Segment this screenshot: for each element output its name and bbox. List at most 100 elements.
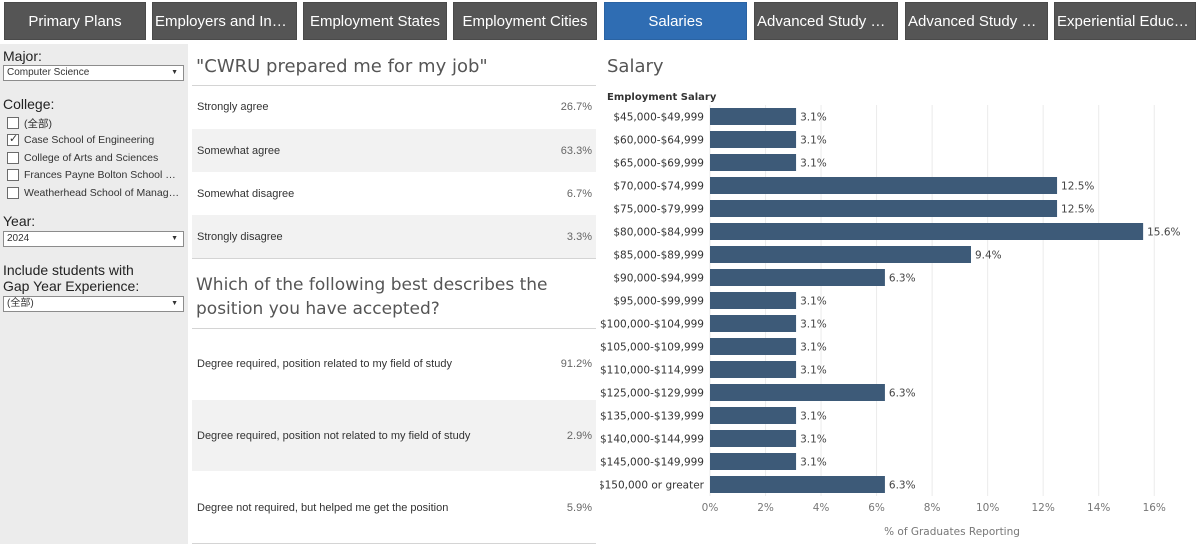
- tab-salaries[interactable]: Salaries: [604, 2, 747, 40]
- bar-value-label: 3.1%: [800, 158, 827, 170]
- category-label: $65,000-$69,999: [613, 158, 704, 170]
- tab-advanced-study-schools[interactable]: Advanced Study Schools: [754, 2, 898, 40]
- x-tick-label: 4%: [813, 502, 830, 514]
- q1-row-label: Somewhat disagree: [197, 187, 295, 200]
- divider: [192, 85, 596, 86]
- checkbox-icon: [7, 152, 19, 164]
- category-label: $90,000-$94,999: [613, 273, 704, 285]
- salary-chart-panel: Employment Salary $45,000-$49,999 3.1% $60,…: [600, 44, 1200, 544]
- category-label: $125,000-$129,999: [600, 388, 704, 400]
- year-select[interactable]: 2024 ▼: [3, 231, 184, 247]
- bar-value-label: 3.1%: [800, 112, 827, 124]
- bar-value-label: 3.1%: [800, 457, 827, 469]
- college-option-management[interactable]: Weatherhead School of Management: [7, 185, 180, 201]
- category-label: $75,000-$79,999: [613, 204, 704, 216]
- q1-row-value: 3.3%: [566, 230, 592, 243]
- year-label: Year:: [3, 213, 36, 229]
- x-tick-label: 10%: [976, 502, 999, 514]
- category-label: $85,000-$89,999: [613, 250, 704, 262]
- college-option-nursing[interactable]: Frances Payne Bolton School of Nursing: [7, 167, 180, 183]
- x-tick-label: 8%: [924, 502, 941, 514]
- gap-year-label-line1: Include students with: [3, 262, 134, 278]
- q2-row-value: 2.9%: [566, 429, 592, 442]
- bar-value-label: 3.1%: [800, 296, 827, 308]
- category-label: $80,000-$84,999: [613, 227, 704, 239]
- tab-employment-states[interactable]: Employment States: [303, 2, 447, 40]
- checkbox-icon: [7, 117, 19, 129]
- checkbox-checked-icon: ✓: [7, 133, 19, 146]
- bar: [710, 476, 885, 493]
- category-label: $110,000-$114,999: [600, 365, 704, 377]
- q2-row: Degree required, position not related to…: [192, 400, 596, 471]
- x-tick-label: 0%: [702, 502, 719, 514]
- bar: [710, 108, 797, 125]
- major-select-value: Computer Science: [7, 67, 90, 78]
- q1-row-value: 6.7%: [566, 187, 592, 200]
- bar: [710, 315, 797, 332]
- bar-value-label: 6.3%: [889, 388, 916, 400]
- category-label: $135,000-$139,999: [600, 411, 704, 423]
- q2-row: Degree not required, but helped me get t…: [192, 472, 596, 543]
- chevron-down-icon: ▼: [171, 69, 178, 76]
- x-axis-label: % of Graduates Reporting: [884, 526, 1020, 538]
- q1-title: "CWRU prepared me for my job": [196, 56, 488, 77]
- checkbox-icon: [7, 169, 19, 181]
- bar-value-label: 3.1%: [800, 365, 827, 377]
- bar: [710, 154, 797, 171]
- bar-value-label: 3.1%: [800, 342, 827, 354]
- bar-value-label: 15.6%: [1147, 227, 1180, 239]
- q1-row-value: 26.7%: [560, 101, 592, 113]
- q1-row-label: Somewhat agree: [197, 144, 281, 157]
- college-option-engineering[interactable]: ✓ Case School of Engineering: [7, 133, 155, 146]
- divider: [192, 258, 596, 259]
- category-label: $100,000-$104,999: [600, 319, 704, 331]
- bar: [710, 453, 797, 470]
- tab-primary-plans[interactable]: Primary Plans: [4, 2, 146, 40]
- bar-value-label: 3.1%: [800, 319, 827, 331]
- x-tick-label: 16%: [1143, 502, 1166, 514]
- category-label: $150,000 or greater: [600, 480, 705, 492]
- tab-employers-and-industries[interactable]: Employers and Industries: [152, 2, 297, 40]
- q1-row-value: 63.3%: [560, 144, 592, 157]
- bar-value-label: 6.3%: [889, 480, 916, 492]
- bar-value-label: 3.1%: [800, 135, 827, 147]
- college-option-all[interactable]: (全部): [7, 115, 52, 131]
- bar-value-label: 12.5%: [1061, 204, 1094, 216]
- tab-employment-cities[interactable]: Employment Cities: [453, 2, 597, 40]
- bar: [710, 269, 885, 286]
- bar: [710, 223, 1144, 240]
- q2-row-value: 91.2%: [560, 358, 592, 370]
- bar: [710, 246, 971, 263]
- college-label: College:: [3, 96, 55, 112]
- major-select[interactable]: Computer Science ▼: [3, 65, 184, 81]
- category-label: $105,000-$109,999: [600, 342, 704, 354]
- gap-year-select[interactable]: (全部) ▼: [3, 296, 184, 312]
- q1-row: Somewhat agree 63.3%: [192, 129, 596, 172]
- bar-value-label: 6.3%: [889, 273, 916, 285]
- category-label: $95,000-$99,999: [613, 296, 704, 308]
- tab-advanced-study-programs[interactable]: Advanced Study Programs: [905, 2, 1048, 40]
- category-label: $70,000-$74,999: [613, 181, 704, 193]
- q2-row-value: 5.9%: [566, 501, 592, 514]
- q1-row: Strongly agree 26.7%: [192, 86, 596, 128]
- q2-row-label: Degree required, position related to my …: [197, 358, 452, 370]
- tab-experiential-education[interactable]: Experiential Education: [1054, 2, 1196, 40]
- bar-value-label: 12.5%: [1061, 181, 1094, 193]
- college-option-arts-sciences[interactable]: College of Arts and Sciences: [7, 150, 158, 166]
- year-select-value: 2024: [7, 233, 30, 244]
- q2-title-line1: Which of the following best describes th…: [196, 275, 548, 295]
- bar-value-label: 3.1%: [800, 411, 827, 423]
- q1-row-label: Strongly agree: [197, 101, 269, 113]
- category-axis-header: Employment Salary: [607, 92, 717, 103]
- q2-row-label: Degree required, position not related to…: [197, 429, 471, 442]
- survey-panel: "CWRU prepared me for my job" Strongly a…: [192, 44, 596, 544]
- checkbox-icon: [7, 187, 19, 199]
- x-tick-label: 6%: [868, 502, 885, 514]
- category-label: $145,000-$149,999: [600, 457, 704, 469]
- filter-panel: Major: Computer Science ▼ College: (全部) …: [0, 44, 188, 544]
- q1-row-label: Strongly disagree: [197, 230, 283, 243]
- q2-row-label: Degree not required, but helped me get t…: [197, 501, 449, 514]
- chevron-down-icon: ▼: [171, 300, 178, 307]
- gap-year-select-value: (全部): [7, 298, 34, 309]
- bar: [710, 430, 797, 447]
